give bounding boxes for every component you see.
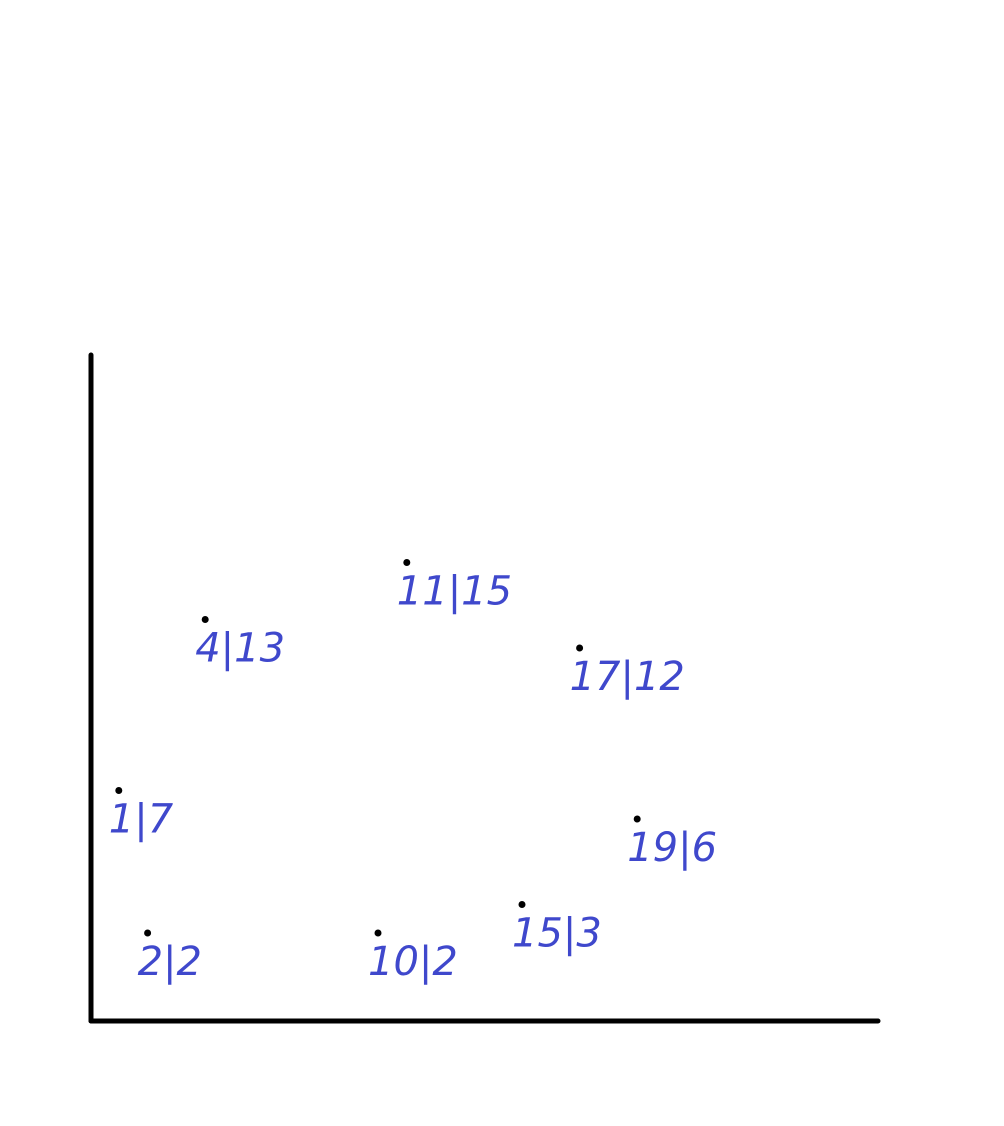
point-labels: 1|7 2|2 4|13 10|2 11|15 15|3 17|12 19|6 — [109, 569, 717, 986]
data-point — [115, 787, 123, 794]
point-label: 15|3 — [512, 911, 602, 957]
data-points — [115, 559, 641, 937]
data-point — [403, 559, 411, 566]
data-point — [576, 644, 584, 652]
point-label: 1|7 — [109, 797, 174, 843]
point-label: 19|6 — [627, 825, 717, 871]
point-label: 10|2 — [368, 939, 458, 985]
axes — [88, 352, 881, 1024]
data-point — [518, 901, 526, 908]
data-point — [201, 616, 209, 623]
point-label: 11|15 — [397, 569, 512, 615]
point-label: 2|2 — [138, 939, 202, 985]
data-point — [144, 929, 152, 937]
point-label: 4|13 — [195, 626, 285, 672]
data-point — [374, 929, 382, 937]
data-point — [633, 815, 641, 823]
point-label: 17|12 — [570, 654, 685, 700]
